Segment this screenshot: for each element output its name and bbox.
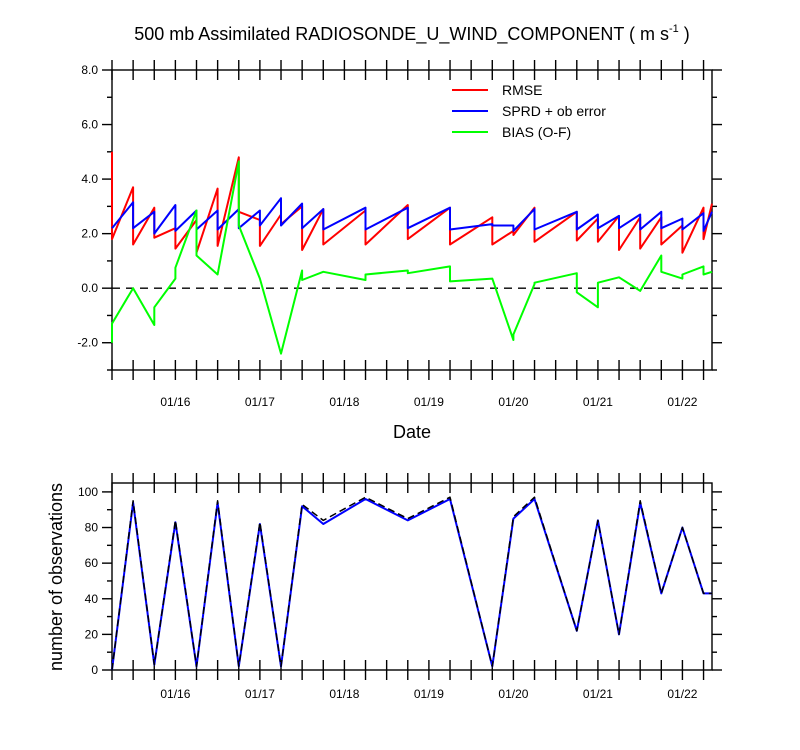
- x-tick-label: 01/22: [667, 687, 697, 701]
- x-tick-label: 01/22: [667, 395, 697, 409]
- y-tick-label: 60: [85, 556, 99, 570]
- x-tick-label: 01/17: [245, 395, 275, 409]
- x-tick-label: 01/21: [583, 687, 613, 701]
- top-axis-ticks: [102, 60, 722, 380]
- x-tick-label: 01/20: [498, 395, 528, 409]
- bottom-x-tick-labels: 01/16 01/17 01/18 01/19 01/20 01/21 01/22: [160, 687, 697, 701]
- chart-title-superscript: -1: [669, 23, 679, 35]
- x-tick-label: 01/21: [583, 395, 613, 409]
- y-tick-label: 2.0: [81, 227, 98, 241]
- top-chart-panel: -2.0 0.0 2.0 4.0 6.0 8.0 01/16 01/17 01/18 01/19…: [77, 60, 722, 442]
- x-axis-title: Date: [393, 422, 431, 442]
- y-tick-label: 20: [85, 627, 99, 641]
- y-tick-label: -2.0: [77, 336, 98, 350]
- y-tick-label: 4.0: [81, 172, 98, 186]
- legend-bias-label: BIAS (O-F): [502, 124, 571, 140]
- series-line-observations-possible: [111, 496, 712, 671]
- y-tick-label: 0: [91, 663, 98, 677]
- series-line-bias-o-f: [111, 160, 713, 355]
- chart-title-suffix: ): [679, 24, 690, 44]
- top-series-lines: [111, 151, 713, 355]
- x-tick-label: 01/18: [329, 687, 359, 701]
- y-axis-title-observations: number of observations: [46, 483, 66, 671]
- x-tick-label: 01/16: [160, 687, 190, 701]
- y-tick-label: 8.0: [81, 63, 98, 77]
- chart-title-main: 500 mb Assimilated RADIOSONDE_U_WIND_COM…: [134, 24, 669, 45]
- bottom-axis-ticks: [102, 473, 722, 680]
- legend-rmse-label: RMSE: [502, 82, 542, 98]
- series-line-sprd-ob-error: [111, 197, 713, 235]
- top-y-tick-labels: -2.0 0.0 2.0 4.0 6.0 8.0: [77, 63, 98, 350]
- y-tick-label: 40: [85, 592, 99, 606]
- bottom-y-tick-labels: 0 20 40 60 80 100: [78, 485, 98, 677]
- bottom-plot-frame: [111, 482, 713, 671]
- x-tick-label: 01/18: [329, 395, 359, 409]
- y-tick-label: 80: [85, 521, 99, 535]
- bottom-series-lines: [111, 496, 712, 671]
- x-tick-label: 01/16: [160, 395, 190, 409]
- y-tick-label: 100: [78, 485, 98, 499]
- x-tick-label: 01/20: [498, 687, 528, 701]
- x-tick-label: 01/19: [414, 395, 444, 409]
- legend-sprd-label: SPRD + ob error: [502, 103, 606, 119]
- y-tick-label: 6.0: [81, 118, 98, 132]
- series-line-rmse: [111, 151, 713, 254]
- top-plot-frame: [111, 69, 713, 371]
- y-tick-label: 0.0: [81, 281, 98, 295]
- x-tick-label: 01/19: [414, 687, 444, 701]
- legend: RMSE SPRD + ob error BIAS (O-F): [452, 82, 606, 140]
- top-x-tick-labels: 01/16 01/17 01/18 01/19 01/20 01/21 01/22: [160, 395, 697, 409]
- chart-title: 500 mb Assimilated RADIOSONDE_U_WIND_COM…: [134, 23, 690, 45]
- x-tick-label: 01/17: [245, 687, 275, 701]
- series-line-observations-assimilated: [111, 498, 712, 671]
